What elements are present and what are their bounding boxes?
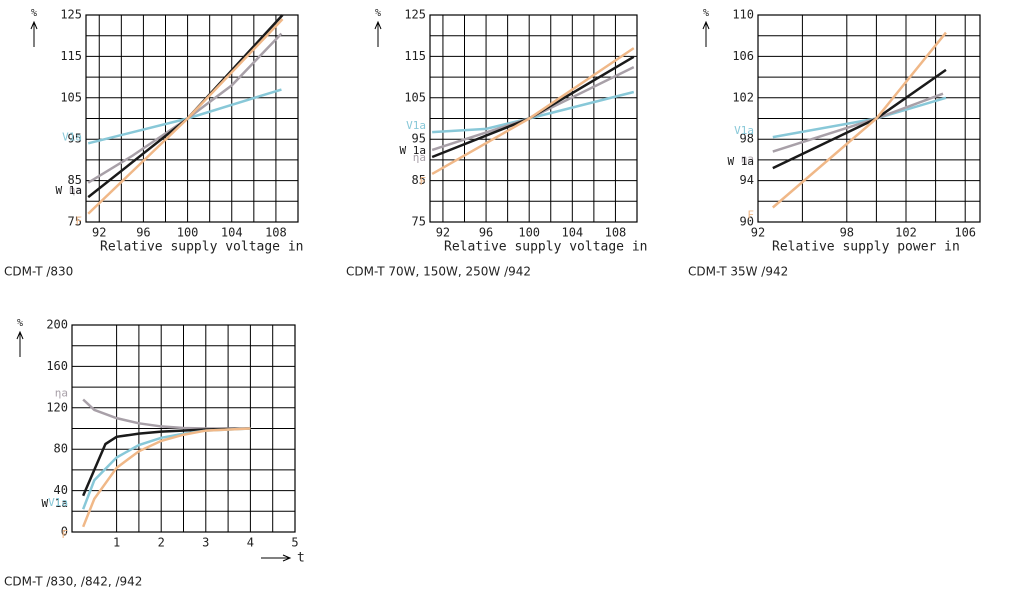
series-label: W 1a bbox=[56, 184, 83, 197]
series-label: F bbox=[419, 175, 426, 188]
series-line bbox=[81, 427, 251, 528]
y-axis-label: % bbox=[31, 8, 37, 19]
series-label: ηa bbox=[741, 153, 754, 166]
plot-frame bbox=[757, 14, 981, 223]
y-tick-label: 106 bbox=[732, 49, 754, 63]
series-label: V1a bbox=[406, 119, 426, 132]
y-tick-label: 94 bbox=[740, 173, 754, 187]
plot-frame bbox=[71, 324, 296, 533]
series-label: ηa bbox=[413, 151, 426, 164]
y-tick-label: 95 bbox=[68, 132, 82, 146]
x-tick-label: 108 bbox=[605, 226, 627, 240]
series-line bbox=[772, 96, 947, 139]
y-arrow bbox=[30, 20, 38, 47]
series-label: ηa bbox=[55, 387, 68, 400]
caption: CDM-T /830 bbox=[4, 265, 73, 279]
series-label: F bbox=[747, 209, 754, 222]
x-axis-label: Relative supply voltage in bbox=[444, 240, 648, 255]
y-tick-label: 40 bbox=[54, 483, 68, 497]
series-line bbox=[772, 68, 947, 170]
x-tick-label: 106 bbox=[954, 226, 976, 240]
y-tick-label: 0 bbox=[61, 525, 68, 539]
plot-frame bbox=[429, 14, 638, 223]
y-tick-label: 125 bbox=[404, 8, 426, 22]
x-tick-label: 96 bbox=[479, 226, 493, 240]
x-tick-label: 3 bbox=[202, 536, 209, 550]
y-tick-label: 80 bbox=[54, 442, 68, 456]
x-tick-label: 92 bbox=[436, 226, 450, 240]
series-label: F bbox=[61, 528, 68, 541]
y-arrow bbox=[374, 20, 382, 47]
y-tick-label: 110 bbox=[732, 8, 754, 22]
y-tick-label: 102 bbox=[732, 90, 754, 104]
plot-frame bbox=[85, 14, 299, 223]
x-tick-label: 104 bbox=[561, 226, 583, 240]
series-label: V1a bbox=[62, 130, 82, 143]
y-axis-label: % bbox=[703, 8, 709, 19]
x-tick-label: 100 bbox=[177, 226, 199, 240]
y-tick-label: 85 bbox=[68, 173, 82, 187]
x-tick-label: 5 bbox=[291, 536, 298, 550]
caption: CDM-T /830, /842, /942 bbox=[4, 575, 142, 589]
y-tick-label: 115 bbox=[60, 49, 82, 63]
series-line bbox=[432, 90, 635, 134]
series-label: V1a bbox=[734, 124, 754, 137]
x-axis-label: Relative supply power in bbox=[772, 240, 960, 255]
series-line bbox=[431, 66, 635, 152]
y-tick-label: 105 bbox=[404, 90, 426, 104]
y-arrow bbox=[16, 330, 24, 357]
y-tick-label: 98 bbox=[740, 132, 754, 146]
y-axis-label: % bbox=[375, 8, 381, 19]
series-label: ηa bbox=[69, 184, 82, 197]
x-tick-label: 98 bbox=[840, 226, 854, 240]
series-line bbox=[431, 47, 635, 176]
y-tick-label: 105 bbox=[60, 90, 82, 104]
x-tick-label: 96 bbox=[136, 226, 150, 240]
y-tick-label: 125 bbox=[60, 8, 82, 22]
y-tick-label: 75 bbox=[412, 215, 426, 229]
x-tick-label: 108 bbox=[265, 226, 287, 240]
x-tick-label: 4 bbox=[247, 536, 254, 550]
y-tick-label: 90 bbox=[740, 215, 754, 229]
series-label: F bbox=[75, 215, 82, 228]
x-axis-label: t bbox=[297, 551, 305, 566]
x-tick-label: 92 bbox=[751, 226, 765, 240]
series-label: V1a bbox=[48, 496, 68, 509]
series-line bbox=[431, 55, 635, 159]
series-label: W 1a bbox=[42, 497, 69, 510]
x-tick-label: 1 bbox=[113, 536, 120, 550]
x-tick-label: 104 bbox=[221, 226, 243, 240]
y-tick-label: 95 bbox=[412, 132, 426, 146]
x-arrow bbox=[261, 554, 292, 562]
y-tick-label: 200 bbox=[46, 318, 68, 332]
x-tick-label: 102 bbox=[895, 226, 917, 240]
series-line bbox=[82, 398, 251, 430]
series-label: W 1a bbox=[728, 155, 755, 168]
y-tick-label: 85 bbox=[412, 173, 426, 187]
y-tick-label: 115 bbox=[404, 49, 426, 63]
caption: CDM-T 70W, 150W, 250W /942 bbox=[346, 265, 531, 279]
series-label: W 1a bbox=[400, 144, 427, 157]
x-tick-label: 100 bbox=[518, 226, 540, 240]
x-tick-label: 2 bbox=[158, 536, 165, 550]
caption: CDM-T 35W /942 bbox=[688, 265, 788, 279]
series-line bbox=[82, 427, 251, 497]
x-axis-label: Relative supply voltage in bbox=[100, 240, 304, 255]
x-tick-label: 92 bbox=[92, 226, 106, 240]
y-tick-label: 160 bbox=[46, 359, 68, 373]
series-line bbox=[87, 18, 284, 215]
y-axis-label: % bbox=[17, 318, 23, 329]
series-line bbox=[771, 31, 947, 209]
y-arrow bbox=[702, 20, 710, 47]
y-tick-label: 75 bbox=[68, 215, 82, 229]
y-tick-label: 120 bbox=[46, 400, 68, 414]
